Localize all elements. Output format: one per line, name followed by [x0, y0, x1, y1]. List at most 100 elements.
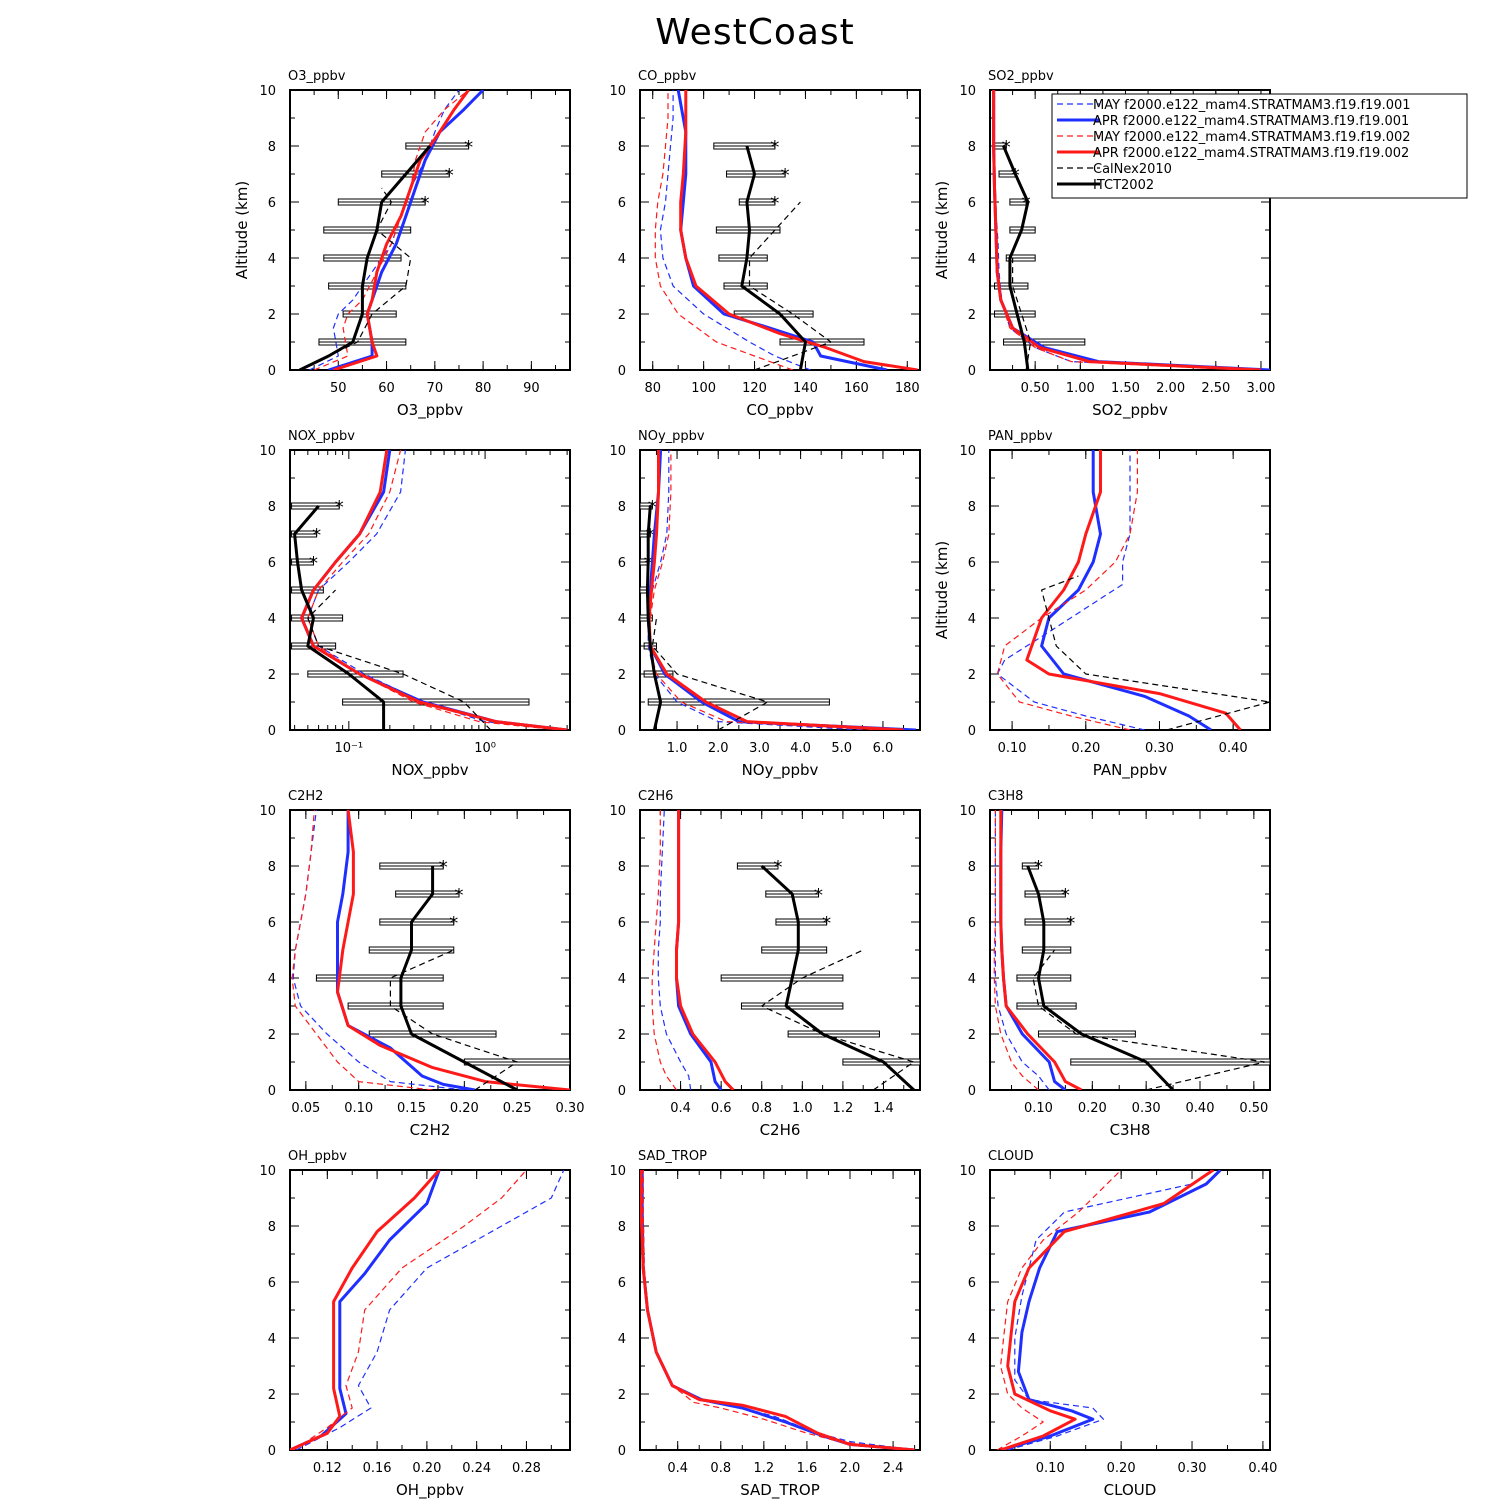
series-line [1002, 145, 1030, 370]
x-axis-title: C3H8 [1110, 1121, 1151, 1139]
series-line [389, 949, 518, 1090]
series-line [994, 810, 1050, 1090]
star-marker: * [449, 913, 458, 934]
y-tick-label: 10 [959, 444, 976, 459]
chart-panel-9: OH_ppbv 0 2 4 6 8 10 0.12 0.16 0.20 0.24 0.28 OH_ppb… [259, 1149, 571, 1500]
series-line [642, 1170, 904, 1450]
y-axis-labels: Altitude (km) Altitude (km) Altitude (km… [233, 181, 951, 639]
star-marker: * [781, 165, 790, 186]
y-tick-label: 0 [968, 1084, 976, 1099]
y-tick-label: 0 [968, 1444, 976, 1459]
y-tick-label: 10 [609, 84, 626, 99]
series-line [290, 1170, 441, 1450]
x-axis-title: NOX_ppbv [391, 761, 468, 780]
chart-panel-7: C2H6 0 2 4 6 8 10 0.4 0.6 0.8 1.0 1.2 1.4 C2H6 * * * [609, 789, 921, 1139]
x-tick-label: 0.10 [1024, 1101, 1053, 1116]
data-layer [996, 1170, 1222, 1450]
y-tick-label: 0 [268, 724, 276, 739]
series-line [675, 810, 723, 1090]
x-tick-label: 5.0 [831, 741, 852, 756]
x-tick-label: 0.20 [1107, 1461, 1136, 1476]
x-tick-label: 0.28 [512, 1461, 541, 1476]
y-tick-label: 4 [618, 612, 626, 627]
series-line [300, 450, 568, 730]
legend-label: MAY f2000.e122_mam4.STRATMAM3.f19.f19.00… [1093, 130, 1411, 145]
y-tick-label: 0 [968, 724, 976, 739]
y-tick-label: 8 [618, 860, 626, 875]
chart-panel-8: C3H8 0 2 4 6 8 10 0.10 0.20 0.30 0.40 0.50 C3H8 * * * [959, 789, 1271, 1139]
x-tick-label: 0.10 [998, 741, 1027, 756]
star-marker: * [1034, 857, 1043, 878]
x-tick-label: 0.6 [711, 1101, 732, 1116]
series-line [659, 90, 811, 370]
figure-title: WestCoast [655, 12, 855, 53]
y-tick-label: 0 [618, 1084, 626, 1099]
y-tick-label: 8 [618, 500, 626, 515]
x-axis-title: SAD_TROP [740, 1481, 820, 1500]
x-tick-label: 60 [378, 381, 395, 396]
x-tick-label: 10⁰ [474, 741, 496, 756]
data-layer: *** [291, 810, 570, 1090]
series-line [993, 810, 1039, 1090]
y-tick-label: 8 [968, 1220, 976, 1235]
x-axis-title: SO2_ppbv [1092, 401, 1168, 420]
x-tick-label: 0.05 [291, 1101, 320, 1116]
y-tick-label: 4 [968, 252, 976, 267]
panel-title: O3_ppbv [288, 69, 346, 84]
series-line [740, 145, 807, 370]
y-tick-label: 4 [268, 972, 276, 987]
panel-title: OH_ppbv [288, 1149, 347, 1164]
y-tick-label: 6 [268, 916, 276, 931]
panel-title: CO_ppbv [638, 69, 697, 84]
y-tick-label: 10 [959, 84, 976, 99]
series-line [1040, 575, 1270, 730]
x-tick-label: 0.10 [1036, 1461, 1065, 1476]
series-line [647, 450, 863, 730]
y-tick-label: 2 [968, 1388, 976, 1403]
x-tick-label: 0.30 [556, 1101, 585, 1116]
y-tick-label: 6 [618, 196, 626, 211]
y-tick-label: 6 [618, 1276, 626, 1291]
y-tick-label: 8 [618, 1220, 626, 1235]
y-tick-label: 6 [618, 556, 626, 571]
star-marker: * [773, 857, 782, 878]
data-layer: *** [654, 90, 918, 370]
x-tick-label: 0.20 [450, 1101, 479, 1116]
chart-panel-3: NOX_ppbv 0 2 4 6 8 10 10⁻¹ 10⁰ NOX_ppbv * * * [259, 429, 571, 780]
series-line [676, 90, 888, 370]
x-tick-label: 1.00 [1066, 381, 1095, 396]
y-tick-label: 4 [618, 972, 626, 987]
x-tick-label: 1.0 [667, 741, 688, 756]
y-tick-label: 6 [268, 556, 276, 571]
series-line [657, 810, 692, 1090]
x-axis-title: O3_ppbv [397, 401, 463, 420]
x-tick-label: 2.0 [840, 1461, 861, 1476]
series-line [679, 90, 918, 370]
x-tick-label: 2.0 [708, 741, 729, 756]
x-tick-label: 0.20 [1078, 1101, 1107, 1116]
y-axis-title-row2-right: Altitude (km) [933, 541, 951, 639]
y-tick-label: 8 [268, 500, 276, 515]
legend-label: MAY f2000.e122_mam4.STRATMAM3.f19.f19.00… [1093, 98, 1411, 113]
x-axis-title: NOy_ppbv [742, 761, 819, 780]
x-tick-label: 0.25 [503, 1101, 532, 1116]
plot-frame [289, 1169, 571, 1451]
x-axis-title: OH_ppbv [396, 1481, 464, 1500]
star-marker: * [822, 913, 831, 934]
series-line [291, 810, 433, 1090]
x-tick-label: 100 [691, 381, 716, 396]
data-layer [996, 450, 1270, 730]
x-tick-label: 1.2 [754, 1461, 775, 1476]
series-line [642, 1170, 915, 1450]
data-layer: *** [291, 450, 568, 730]
star-marker: * [648, 497, 657, 518]
chart-panel-5: PAN_ppbv 0 2 4 6 8 10 0.10 0.20 0.30 0.40 PAN_ppbv [959, 429, 1271, 780]
y-tick-label: 2 [268, 308, 276, 323]
y-tick-label: 6 [618, 916, 626, 931]
y-tick-label: 2 [268, 1388, 276, 1403]
x-tick-label: 3.0 [749, 741, 770, 756]
data-layer [290, 1170, 565, 1450]
y-tick-label: 0 [618, 364, 626, 379]
star-marker: * [770, 193, 779, 214]
y-tick-label: 6 [968, 916, 976, 931]
